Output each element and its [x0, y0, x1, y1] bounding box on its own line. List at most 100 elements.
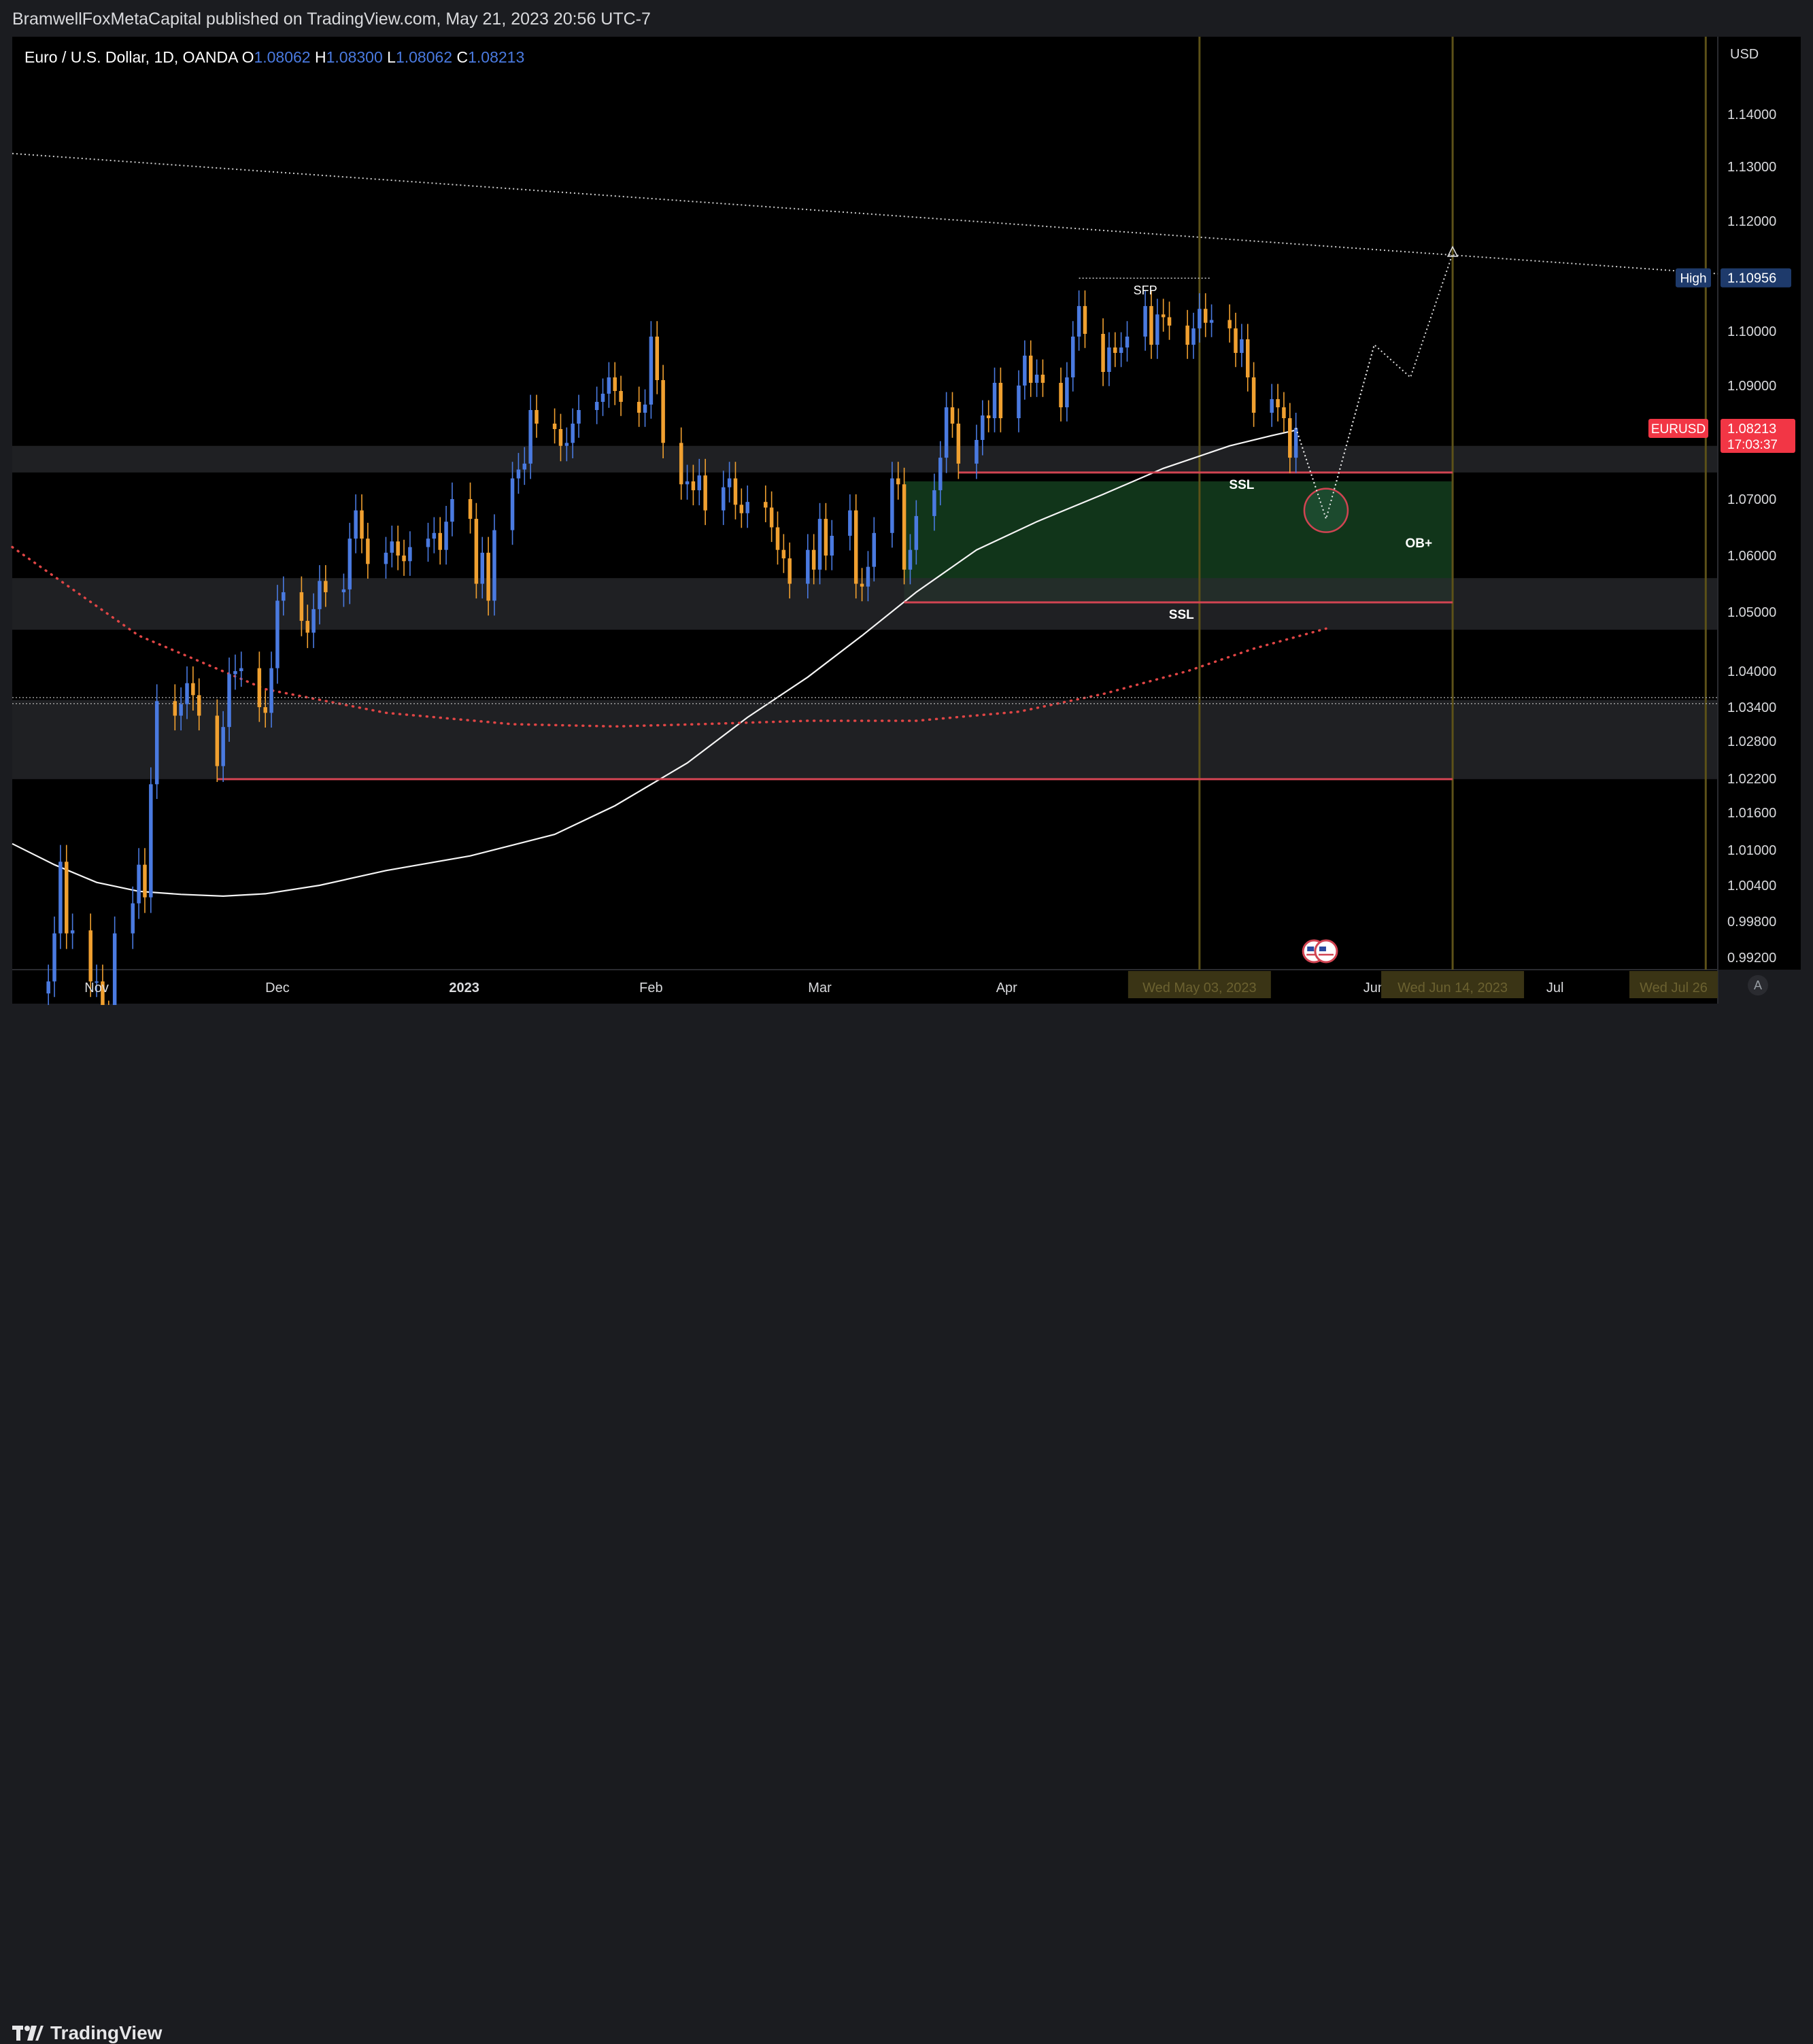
candle-body-73	[655, 337, 660, 380]
candle-body-10	[131, 903, 135, 934]
legend-value-L: 1.08062	[396, 48, 457, 66]
price-tick-label: 1.05000	[1727, 605, 1776, 620]
candle-body-68	[613, 377, 617, 391]
candle-body-12	[143, 864, 147, 898]
legend-symbol: Euro / U.S. Dollar, 1D, OANDA	[24, 48, 242, 66]
candle-body-43	[402, 556, 406, 562]
time-tick-label: Dec	[265, 981, 290, 995]
candle-body-98	[866, 566, 870, 587]
time-axis[interactable]: NovDec2023FebMarAprMayJunJulWed May 03, …	[84, 971, 1718, 998]
time-tick-label: Jul	[1546, 981, 1564, 995]
high-value-text: 1.10956	[1727, 271, 1776, 286]
candle-body-116	[1023, 356, 1027, 386]
time-tick-label: 2023	[449, 981, 479, 995]
time-tick-label: Nov	[84, 981, 109, 995]
price-axis-unit: USD	[1730, 47, 1759, 62]
grey-zone-1	[12, 445, 1718, 473]
tradingview-brand-text: TradingView	[50, 2022, 163, 2043]
candle-body-71	[643, 405, 647, 413]
candle-body-94	[830, 535, 834, 556]
high-value-badge	[1721, 268, 1791, 288]
candle-body-19	[197, 695, 201, 716]
candle-body-31	[305, 621, 309, 633]
candle-body-6	[95, 981, 99, 983]
candle-body-97	[860, 583, 864, 587]
target-circle	[1303, 488, 1349, 533]
last-price-text: 1.08213	[1727, 422, 1776, 437]
candle-body-114	[998, 383, 1003, 418]
candle-body-42	[396, 541, 400, 556]
legend-line: Euro / U.S. Dollar, 1D, OANDA O1.08062 H…	[24, 48, 524, 66]
candle-body-24	[239, 668, 243, 671]
high-label-badge	[1676, 268, 1711, 288]
candle-body-7	[101, 981, 105, 1005]
candle-body-135	[1185, 325, 1189, 345]
price-tick-label: 1.01600	[1727, 806, 1776, 821]
candle-body-23	[233, 671, 237, 675]
candle-body-122	[1070, 337, 1075, 377]
candle-body-129	[1125, 337, 1130, 347]
candle-body-120	[1059, 383, 1063, 407]
candle-body-4	[70, 930, 75, 934]
candle-body-108	[950, 407, 955, 424]
candle-body-137	[1198, 309, 1202, 328]
candle-body-86	[769, 507, 774, 528]
candle-body-144	[1251, 377, 1256, 413]
candle-body-75	[679, 443, 683, 485]
price-tick-label: 1.10000	[1727, 324, 1776, 339]
candle-body-134	[1167, 317, 1172, 326]
candle-body-54	[492, 530, 496, 601]
candle-body-60	[552, 424, 557, 429]
candle-body-62	[564, 443, 569, 446]
auto-scale-button[interactable]: A	[1748, 975, 1768, 995]
candle-body-87	[775, 527, 780, 550]
candle-body-130	[1143, 306, 1147, 337]
vertical-markers-layer	[1198, 37, 1707, 970]
candle-body-85	[764, 502, 768, 508]
candle-body-18	[191, 683, 195, 696]
candle-body-37	[354, 510, 358, 539]
ssl-label-1: SSL	[1169, 608, 1194, 622]
candle-body-32	[311, 609, 316, 633]
candle-body-78	[697, 475, 702, 490]
candle-body-138	[1203, 309, 1208, 323]
candle-body-102	[902, 484, 907, 570]
candle-body-35	[341, 589, 346, 592]
candle-body-21	[221, 727, 225, 766]
candle-body-58	[528, 410, 532, 464]
grey-zone-2	[12, 578, 1718, 630]
price-tick-label: 1.12000	[1727, 214, 1776, 229]
ob-plus-label: OB+	[1405, 536, 1432, 551]
candle-body-139	[1209, 320, 1214, 323]
candle-body-111	[981, 415, 985, 440]
candle-body-59	[535, 410, 539, 424]
candle-body-33	[318, 581, 322, 609]
price-tick-label: 1.06000	[1727, 549, 1776, 564]
candle-body-0	[46, 981, 50, 993]
tradingview-logo[interactable]: TradingView	[12, 2022, 162, 2044]
price-tick-label: 1.00400	[1727, 879, 1776, 893]
candle-body-136	[1191, 328, 1196, 345]
ema-line	[12, 429, 1296, 898]
candle-body-141	[1234, 328, 1238, 353]
candle-body-79	[703, 475, 707, 511]
price-axis[interactable]: USD1.140001.130001.120001.110001.100001.…	[1648, 47, 1795, 966]
legend-key-C: C	[456, 48, 468, 66]
candle-body-92	[817, 519, 822, 570]
candle-body-110	[975, 440, 979, 464]
candle-body-107	[944, 407, 949, 458]
candle-body-91	[811, 549, 816, 570]
price-tick-label: 1.02200	[1727, 772, 1776, 787]
candle-body-143	[1246, 339, 1250, 377]
price-chart[interactable]: OB+ SSL SSL SFP USD 1.14000 1.13000 1.12000 1.1…	[0, 0, 1813, 1005]
plot-area[interactable]	[12, 37, 1718, 970]
price-axis-panel[interactable]	[1718, 37, 1801, 970]
highlighted-date-badge	[1128, 971, 1271, 998]
price-tick-label: 1.13000	[1727, 160, 1776, 175]
candle-body-146	[1276, 399, 1280, 407]
candle-body-38	[360, 510, 364, 539]
candle-body-1	[52, 933, 56, 982]
candle-body-63	[571, 424, 575, 443]
candle-body-15	[173, 701, 177, 716]
candle-body-101	[896, 478, 900, 485]
